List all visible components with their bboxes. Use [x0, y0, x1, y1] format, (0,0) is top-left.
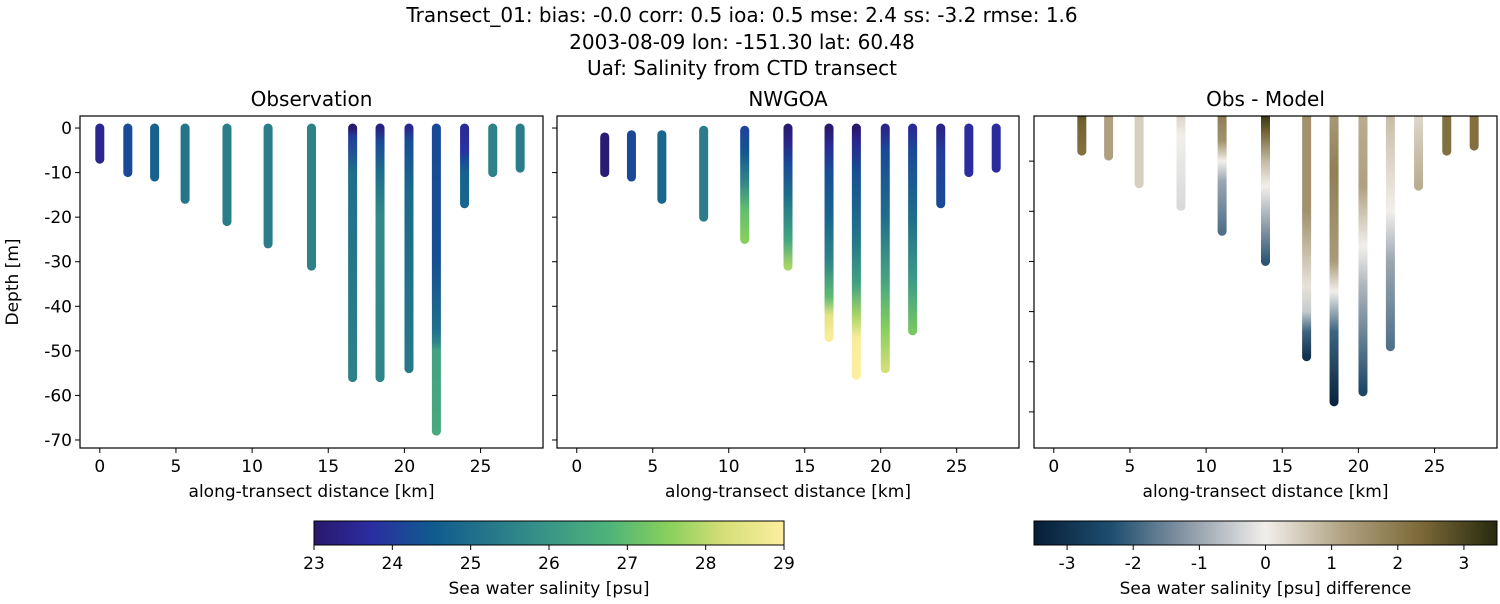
axes-frame [79, 115, 544, 449]
x-tick-label: 10 [718, 457, 740, 477]
colorbar-salinity: 23 24 25 26 27 28 29 Sea water salinity [psu] [303, 520, 795, 599]
colorbar-gradient [313, 520, 785, 546]
colorbar-tick-label: 29 [773, 554, 795, 574]
x-tick-label: 5 [1125, 457, 1136, 477]
x-tick-label: 20 [394, 457, 416, 477]
x-tick-label: 0 [94, 457, 105, 477]
x-tick-label: 0 [1048, 457, 1059, 477]
colorbar-tick-label: 27 [617, 554, 639, 574]
y-tick-label: -40 [44, 297, 72, 317]
x-tick-label: 15 [794, 457, 816, 477]
y-tick-label: -30 [44, 253, 72, 273]
colorbar-tick-label: 0 [1260, 554, 1271, 574]
x-axis-label: along-transect distance [km] [665, 482, 911, 502]
x-tick-label: 25 [470, 457, 492, 477]
panel-obs-model: Obs - Model 0 5 10 15 20 25 along-transect dist… [1029, 87, 1498, 502]
title-line-3: Uaf: Salinity from CTD transect [587, 56, 897, 80]
panel-title: NWGOA [748, 87, 828, 111]
colorbar-tick-label: -1 [1191, 554, 1208, 574]
x-tick-label: 5 [171, 457, 182, 477]
title-line-1: Transect_01: bias: -0.0 corr: 0.5 ioa: 0… [405, 3, 1077, 27]
title-line-2: 2003-08-09 lon: -151.30 lat: 60.48 [569, 30, 915, 54]
x-tick-label: 15 [317, 457, 339, 477]
colorbar-tick-label: -3 [1059, 554, 1076, 574]
colorbar-label: Sea water salinity [psu] [449, 579, 650, 599]
x-axis-label: along-transect distance [km] [189, 482, 435, 502]
colorbar-label: Sea water salinity [psu] difference [1120, 579, 1412, 599]
x-tick-label: 15 [1271, 457, 1293, 477]
colorbar-tick-label: 1 [1326, 554, 1337, 574]
colorbar-tick-label: 2 [1392, 554, 1403, 574]
colorbar-gradient [1033, 520, 1498, 546]
colorbar-tick-label: 25 [460, 554, 482, 574]
x-axis-label: along-transect distance [km] [1143, 482, 1389, 502]
x-tick-label: 25 [1424, 457, 1446, 477]
y-tick-label: 0 [61, 119, 72, 139]
colorbar-tick-label: 3 [1459, 554, 1470, 574]
y-tick-label: -70 [44, 431, 72, 451]
station-profiles [600, 123, 1001, 380]
axes-frame [556, 115, 1020, 449]
colorbar-tick-label: 23 [303, 554, 325, 574]
axes-frame [1033, 115, 1498, 449]
x-tick-label: 20 [870, 457, 892, 477]
x-tick-label: 25 [946, 457, 968, 477]
panel-title: Observation [251, 87, 373, 111]
y-tick-label: -50 [44, 342, 72, 362]
panel-observation: Observation 0 5 10 15 20 25 0 -10 -20 -30 -40 -50 -60… [3, 87, 544, 502]
x-tick-label: 0 [571, 457, 582, 477]
colorbar-difference: -3 -2 -1 0 1 2 3 Sea water salinity [psu] diffe… [1033, 520, 1498, 599]
y-axis-label: Depth [m] [3, 238, 23, 325]
colorbar-tick-label: 26 [538, 554, 560, 574]
colorbar-tick-label: 28 [695, 554, 717, 574]
station-profiles [95, 123, 525, 436]
panel-title: Obs - Model [1206, 87, 1325, 111]
x-tick-label: 10 [241, 457, 263, 477]
colorbar-tick-label: 24 [382, 554, 404, 574]
panel-nwgoa: NWGOA 0 5 10 15 20 25 along-transect distance [… [552, 87, 1020, 502]
colorbar-tick-label: -2 [1125, 554, 1142, 574]
y-tick-label: -10 [44, 164, 72, 184]
x-tick-label: 10 [1195, 457, 1217, 477]
station-profiles [1077, 116, 1479, 407]
x-tick-label: 5 [647, 457, 658, 477]
y-tick-label: -60 [44, 386, 72, 406]
y-tick-label: -20 [44, 208, 72, 228]
x-tick-label: 20 [1348, 457, 1370, 477]
